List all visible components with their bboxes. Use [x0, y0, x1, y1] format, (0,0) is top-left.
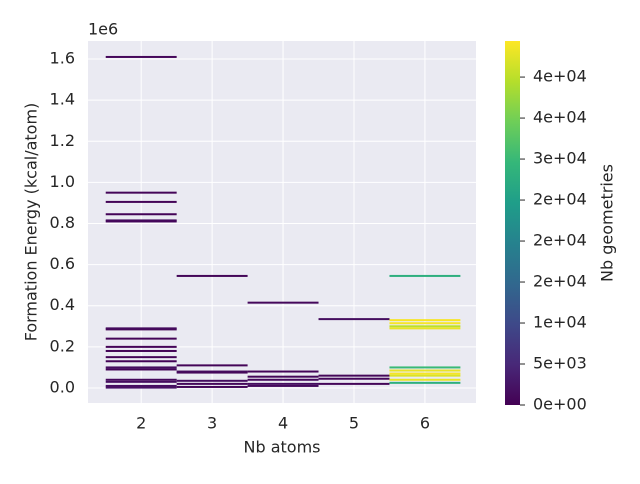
- bin-line: [318, 377, 390, 380]
- colorbar-tick-label: 2e+04: [533, 272, 587, 291]
- x-tick-label: 2: [136, 414, 146, 433]
- y-tick-label: 0.8: [50, 213, 75, 232]
- bin-line: [247, 384, 319, 387]
- bin-line: [105, 55, 177, 58]
- bin-line: [176, 370, 248, 373]
- bin-line: [105, 327, 177, 330]
- x-tick-label: 4: [278, 414, 288, 433]
- bin-line: [105, 337, 177, 340]
- colorbar-tick-label: 2e+04: [533, 231, 587, 250]
- x-axis-label: Nb atoms: [244, 438, 321, 457]
- bin-line: [389, 327, 461, 330]
- colorbar-tick-label: 4e+04: [533, 108, 587, 127]
- y-tick-label: 1.4: [50, 90, 75, 109]
- y-axis-label: Formation Energy (kcal/atom): [22, 103, 41, 342]
- bin-line: [247, 378, 319, 381]
- bin-line: [247, 375, 319, 378]
- y-tick-label: 1.0: [50, 172, 75, 191]
- colorbar-tick-label: 0e+00: [533, 395, 587, 414]
- bin-line: [389, 319, 461, 322]
- bin-line: [389, 274, 461, 277]
- colorbar-tick-label: 5e+03: [533, 354, 587, 373]
- bin-line: [105, 220, 177, 223]
- bin-line: [247, 382, 319, 385]
- bin-line: [318, 374, 390, 377]
- colorbar-tick-label: 3e+04: [533, 149, 587, 168]
- y-offset-label: 1e6: [88, 20, 118, 39]
- x-tick-label: 5: [349, 414, 359, 433]
- colorbar: [505, 41, 520, 405]
- bin-line: [389, 372, 461, 375]
- bin-line: [105, 328, 177, 331]
- bin-line: [105, 366, 177, 369]
- colorbar-tick-label: 2e+04: [533, 190, 587, 209]
- bin-line: [176, 379, 248, 382]
- bin-line: [247, 301, 319, 304]
- y-tick-label: 0.4: [50, 295, 75, 314]
- bin-line: [105, 356, 177, 359]
- bin-line: [105, 380, 177, 383]
- bin-line: [176, 371, 248, 374]
- bin-line: [105, 386, 177, 389]
- bin-line: [105, 200, 177, 203]
- bin-line: [389, 325, 461, 328]
- y-tick-label: 0.0: [50, 377, 75, 396]
- bin-line: [247, 370, 319, 373]
- bin-line: [105, 213, 177, 216]
- bin-line: [105, 378, 177, 381]
- colorbar-tick-label: 4e+04: [533, 67, 587, 86]
- x-tick-label: 6: [420, 414, 430, 433]
- colorbar-label: Nb geometries: [598, 164, 617, 282]
- y-tick-label: 1.2: [50, 131, 75, 150]
- bin-line: [105, 349, 177, 352]
- bin-line: [318, 382, 390, 385]
- y-tick-label: 1.6: [50, 49, 75, 68]
- y-tick-label: 0.2: [50, 336, 75, 355]
- bin-line: [176, 364, 248, 367]
- bin-line: [105, 345, 177, 348]
- bin-line: [318, 318, 390, 321]
- bin-line: [389, 374, 461, 377]
- bin-line: [389, 366, 461, 369]
- bin-line: [389, 378, 461, 381]
- bin-line: [105, 384, 177, 387]
- bin-line: [105, 368, 177, 371]
- bin-line: [105, 191, 177, 194]
- bin-line: [389, 322, 461, 325]
- bin-line: [176, 382, 248, 385]
- y-tick-label: 0.6: [50, 254, 75, 273]
- bin-line: [389, 381, 461, 384]
- colorbar-tick-label: 1e+04: [533, 313, 587, 332]
- bin-line: [176, 274, 248, 277]
- bin-line: [105, 360, 177, 363]
- x-tick-label: 3: [207, 414, 217, 433]
- bin-line: [176, 385, 248, 388]
- bin-line: [105, 219, 177, 222]
- bin-line: [389, 369, 461, 372]
